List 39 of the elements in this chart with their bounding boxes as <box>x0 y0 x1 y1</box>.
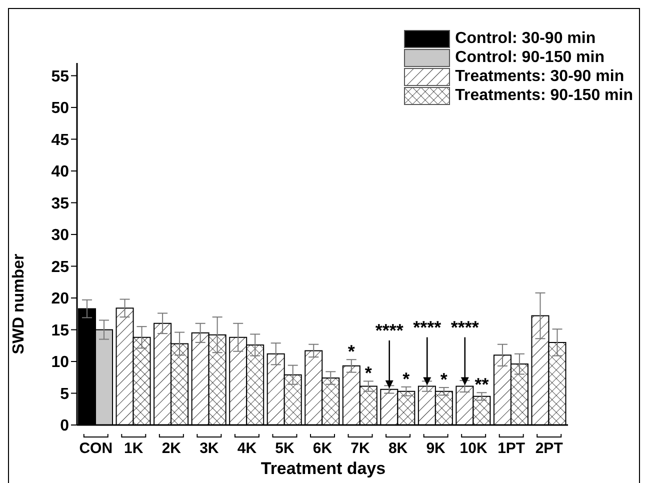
y-tick-label: 10 <box>51 354 70 372</box>
y-tick-label: 35 <box>51 195 70 212</box>
y-tick-label: 45 <box>51 132 70 149</box>
y-tick-label: 30 <box>51 227 70 244</box>
data-label: * <box>402 368 410 389</box>
data-label: ** <box>474 374 489 395</box>
y-tick-label: 40 <box>51 164 70 181</box>
x-tick-label: 7K <box>350 440 370 457</box>
legend-label: Treatments: 90-150 min <box>455 86 633 104</box>
x-tick-label: 8K <box>388 440 408 457</box>
y-tick-label: 25 <box>51 258 70 276</box>
data-label: * <box>348 342 355 362</box>
x-tick-label: 2K <box>162 440 182 457</box>
y-tick-label: 55 <box>51 68 70 86</box>
x-tick-label: 3K <box>200 440 219 457</box>
annotation: **** <box>450 317 479 338</box>
y-tick-label: 5 <box>60 386 70 403</box>
legend-label: Control: 30-90 min <box>455 30 596 48</box>
x-tick-label: 1PT <box>498 440 526 457</box>
data-label: * <box>364 363 372 384</box>
y-tick-label: 0 <box>60 418 70 435</box>
x-tick-label: 5K <box>275 440 294 457</box>
x-tick-label: CON <box>79 440 113 457</box>
x-tick-label: 2PT <box>535 440 563 457</box>
x-tick-label: 6K <box>312 440 332 457</box>
x-tick-label: 10K <box>460 440 488 457</box>
legend-label: Treatments: 30-90 min <box>455 68 624 86</box>
x-tick-label: 9K <box>426 440 446 457</box>
legend-label: Control: 90-150 min <box>455 48 604 66</box>
y-tick-label: 15 <box>51 322 70 340</box>
x-axis-title: Treatment days <box>260 459 387 480</box>
y-tick-label: 20 <box>51 290 70 308</box>
annotation: **** <box>375 320 404 340</box>
y-axis-title: SWD number <box>10 254 28 354</box>
x-tick-label: 1K <box>124 440 144 457</box>
y-tick-label: 50 <box>51 100 70 118</box>
annotation: **** <box>413 317 442 338</box>
x-tick-label: 4K <box>237 440 257 457</box>
data-label: * <box>440 370 448 390</box>
